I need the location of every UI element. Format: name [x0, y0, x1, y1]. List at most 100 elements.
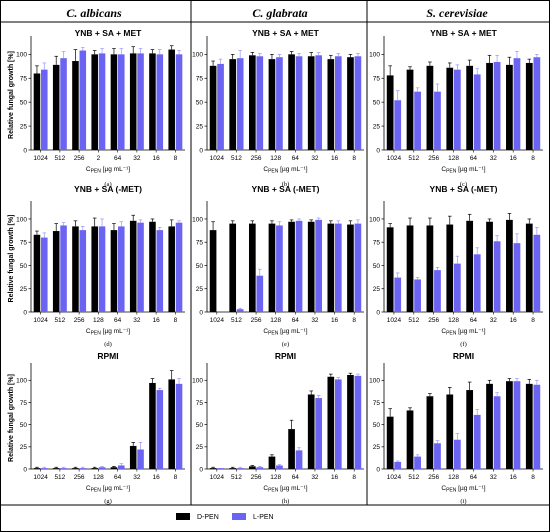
- x-tick-label: 64: [114, 474, 122, 481]
- x-axis-label: CPEN [µg mL⁻¹]: [441, 485, 485, 494]
- x-tick-label: 64: [114, 317, 122, 324]
- bar-d-pen-16: [149, 382, 156, 469]
- bar-l-pen-1024: [41, 237, 48, 312]
- x-tick-label: 64: [292, 155, 300, 162]
- bar-l-pen-32: [315, 219, 323, 312]
- y-tick-label: 100: [192, 216, 203, 223]
- x-tick-label: 512: [231, 474, 242, 481]
- x-tick-label: 1024: [210, 155, 225, 162]
- bar-d-pen-1024: [33, 234, 41, 312]
- x-tick-label: 256: [251, 317, 262, 324]
- bar-l-pen-32: [493, 241, 501, 312]
- bar-l-pen-512: [60, 468, 67, 469]
- x-tick-label: 16: [331, 474, 339, 481]
- y-tick-label: 50: [20, 422, 28, 429]
- bar-d-pen-1024: [386, 227, 394, 312]
- x-tick-label: 32: [490, 317, 498, 324]
- bar-d-pen-8: [525, 223, 533, 312]
- y-tick-label: 100: [192, 378, 203, 385]
- y-tick-label: 75: [196, 400, 204, 407]
- bar-d-pen-256: [248, 466, 256, 469]
- x-tick-label: 256: [74, 155, 85, 162]
- panel-g: RPMI 0 25 50 75 100 1024 512 256 128 64 32 16 8 CPEN […: [8, 351, 185, 505]
- bar-d-pen-1024: [33, 73, 41, 150]
- bar-d-pen-512: [52, 468, 60, 469]
- subplot-label: (d): [104, 341, 112, 348]
- x-tick-label: 16: [153, 474, 161, 481]
- bar-d-pen-64: [466, 390, 474, 469]
- y-tick-label: 75: [20, 240, 28, 247]
- x-tick-label: 512: [408, 155, 419, 162]
- bar-d-pen-256: [72, 226, 79, 312]
- y-tick-label: 0: [23, 147, 27, 154]
- y-tick-label: 75: [196, 76, 204, 83]
- bar-d-pen-8: [347, 57, 354, 150]
- bar-d-pen-32: [129, 445, 137, 469]
- bar-d-pen-512: [52, 231, 60, 312]
- y-tick-label: 50: [20, 99, 28, 106]
- x-tick-label: 1024: [387, 317, 402, 324]
- panel-title: YNB + SA (-MET): [74, 184, 142, 194]
- y-tick-label: 0: [199, 466, 203, 473]
- x-tick-label: 1024: [387, 155, 402, 162]
- y-tick-label: 100: [16, 52, 27, 59]
- subplot-label: (f): [460, 341, 467, 348]
- y-tick-label: 0: [376, 309, 380, 316]
- x-tick-label: 32: [490, 474, 498, 481]
- bar-l-pen-32: [137, 53, 144, 150]
- bar-l-pen-16: [513, 381, 521, 469]
- legend-label-d-pen: D-PEN: [197, 514, 219, 521]
- bar-d-pen-64: [466, 65, 474, 150]
- bar-d-pen-16: [506, 219, 513, 312]
- x-tick-label: 512: [54, 155, 65, 162]
- bar-l-pen-256: [79, 230, 87, 312]
- x-tick-label: 512: [54, 474, 65, 481]
- y-tick-label: 100: [369, 216, 380, 223]
- bar-d-pen-128: [268, 59, 276, 151]
- bar-d-pen-512: [229, 468, 237, 469]
- panel-a: YNB + SA + MET 0 25 50 75 100 1024 512 256 2 64 32 1…: [8, 28, 185, 188]
- panel-e: YNB + SA (-MET) 0 25 50 75 100 1024 512 256 128 64…: [192, 184, 364, 348]
- y-tick-label: 75: [373, 400, 381, 407]
- legend: D-PEN L-PEN: [176, 513, 274, 521]
- bar-l-pen-16: [513, 243, 521, 312]
- x-tick-label: 64: [470, 474, 478, 481]
- x-axis-label: CPEN [µg mL⁻¹]: [441, 328, 485, 337]
- x-tick-label: 32: [490, 155, 498, 162]
- bar-l-pen-256: [434, 91, 441, 150]
- y-tick-label: 50: [196, 263, 204, 270]
- bar-d-pen-16: [506, 64, 513, 150]
- bar-l-pen-16: [334, 223, 342, 312]
- bar-d-pen-32: [486, 383, 493, 469]
- bar-d-pen-8: [347, 224, 354, 312]
- legend-swatch-d-pen: [176, 513, 190, 520]
- bar-d-pen-8: [525, 383, 533, 469]
- subplot-label: (g): [104, 498, 112, 505]
- bar-d-pen-512: [406, 225, 414, 312]
- bar-l-pen-64: [473, 414, 481, 469]
- bar-l-pen-512: [236, 468, 244, 469]
- x-axis-label: CPEN [µg mL⁻¹]: [263, 485, 307, 494]
- y-tick-label: 50: [196, 422, 204, 429]
- x-tick-label: 64: [114, 155, 122, 162]
- y-tick-label: 0: [23, 466, 27, 473]
- subplot-label: (c): [460, 181, 467, 188]
- y-tick-label: 75: [373, 240, 381, 247]
- y-tick-label: 25: [196, 286, 204, 293]
- panel-title: RPMI: [97, 351, 118, 361]
- bar-l-pen-128: [453, 439, 461, 469]
- x-tick-label: 64: [470, 317, 478, 324]
- x-tick-label: 256: [428, 317, 439, 324]
- bar-d-pen-64: [110, 230, 118, 312]
- bar-d-pen-128: [446, 67, 454, 150]
- y-tick-label: 25: [373, 444, 381, 451]
- bar-l-pen-64: [295, 450, 303, 469]
- bar-d-pen-16: [506, 381, 513, 469]
- x-tick-label: 32: [133, 155, 141, 162]
- x-tick-label: 8: [352, 317, 356, 324]
- panel-title: RPMI: [453, 351, 474, 361]
- x-tick-label: 1024: [210, 317, 225, 324]
- x-tick-label: 16: [153, 155, 161, 162]
- legend-label-l-pen: L-PEN: [253, 514, 274, 521]
